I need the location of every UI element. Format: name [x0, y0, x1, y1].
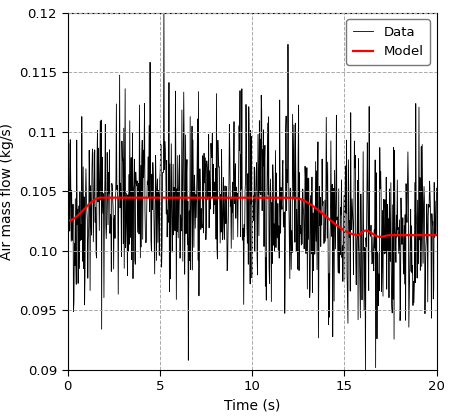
Data [162, 148, 168, 153]
Model [98, 195, 104, 200]
Data [363, 368, 368, 373]
Line: Data: Data [68, 6, 436, 370]
Model [434, 233, 439, 238]
Data [119, 254, 124, 259]
Y-axis label: Air mass flow (kg/s): Air mass flow (kg/s) [0, 123, 14, 260]
Data [299, 242, 304, 247]
Data [115, 183, 120, 188]
Model [378, 234, 383, 239]
Model [129, 195, 134, 200]
Data [431, 286, 436, 291]
Line: Model: Model [68, 198, 436, 237]
Model [222, 195, 228, 200]
Model [107, 195, 112, 200]
Data [161, 3, 166, 8]
Model [427, 233, 432, 238]
Data [233, 216, 238, 221]
Legend: Data, Model: Data, Model [346, 19, 430, 65]
Model [65, 218, 70, 223]
Data [65, 194, 70, 199]
X-axis label: Time (s): Time (s) [224, 399, 280, 412]
Model [207, 195, 212, 200]
Data [434, 186, 439, 191]
Model [387, 233, 392, 238]
